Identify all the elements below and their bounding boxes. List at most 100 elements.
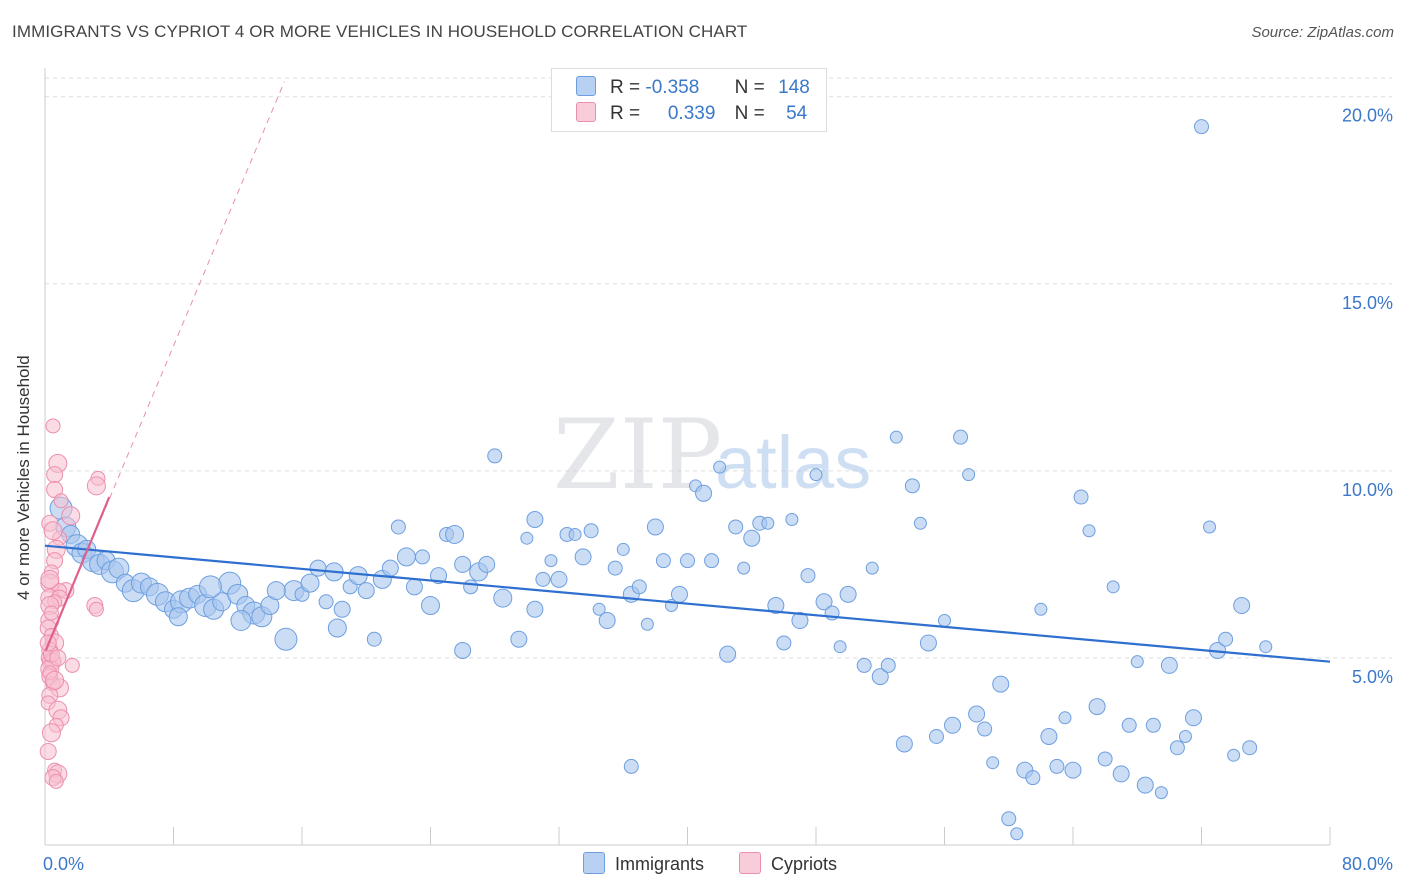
- legend-n-value-cypriots: 54: [786, 103, 808, 124]
- legend-item-cypriots[interactable]: Cypriots: [739, 852, 837, 875]
- point-immigrants: [1049, 758, 1065, 774]
- trend-lines: [44, 81, 1331, 663]
- point-immigrants: [809, 468, 823, 482]
- point-immigrants: [680, 553, 695, 569]
- watermark-atlas: atlas: [715, 421, 871, 504]
- point-immigrants: [1121, 717, 1137, 733]
- point-cypriots: [49, 649, 67, 667]
- legend-r-value-cypriots: 0.339: [667, 103, 716, 124]
- grid-lines: [45, 77, 1392, 659]
- point-immigrants: [510, 630, 528, 648]
- legend-swatch-immigrants: [576, 76, 596, 96]
- legend-r-label: R =: [610, 77, 641, 98]
- point-immigrants: [631, 579, 647, 595]
- point-immigrants: [646, 518, 664, 536]
- watermark-zip: ZIP: [553, 399, 722, 511]
- point-immigrants: [889, 430, 903, 444]
- point-immigrants: [463, 579, 479, 595]
- y-tick-label: 15.0%: [1342, 293, 1393, 313]
- point-immigrants: [357, 582, 375, 600]
- series-legend: Immigrants Cypriots: [583, 852, 867, 875]
- point-immigrants: [396, 547, 416, 567]
- point-immigrants: [526, 510, 544, 528]
- point-immigrants: [1058, 711, 1072, 725]
- point-immigrants: [1154, 786, 1168, 800]
- point-immigrants: [640, 617, 654, 631]
- point-cypriots: [45, 418, 61, 434]
- point-immigrants: [1025, 770, 1041, 786]
- point-immigrants: [430, 567, 448, 585]
- point-cypriots: [41, 723, 61, 743]
- legend-label-immigrants: Immigrants: [615, 854, 705, 874]
- point-immigrants: [1233, 597, 1251, 615]
- point-immigrants: [815, 593, 833, 611]
- point-immigrants: [904, 478, 920, 494]
- point-immigrants: [366, 631, 382, 647]
- point-immigrants: [713, 460, 727, 474]
- point-immigrants: [839, 585, 857, 603]
- point-immigrants: [968, 705, 986, 723]
- point-immigrants: [1145, 717, 1161, 733]
- point-immigrants: [487, 448, 503, 464]
- point-immigrants: [856, 657, 872, 673]
- legend-item-immigrants[interactable]: Immigrants: [583, 852, 704, 875]
- point-immigrants: [421, 596, 440, 616]
- point-immigrants: [919, 634, 937, 652]
- point-immigrants: [454, 555, 472, 573]
- point-immigrants: [743, 529, 761, 547]
- chart-title: IMMIGRANTS VS CYPRIOT 4 OR MORE VEHICLES…: [12, 22, 748, 41]
- point-immigrants: [592, 602, 606, 616]
- point-immigrants: [785, 512, 799, 526]
- point-immigrants: [544, 554, 558, 568]
- x-tick-label: 0.0%: [43, 854, 84, 874]
- point-immigrants: [607, 560, 623, 576]
- point-immigrants: [230, 610, 252, 632]
- legend-label-cypriots: Cypriots: [771, 854, 838, 874]
- point-immigrants: [928, 728, 944, 744]
- point-immigrants: [655, 553, 671, 569]
- point-immigrants: [1082, 524, 1096, 538]
- point-cypriots: [64, 657, 80, 673]
- point-immigrants: [986, 756, 1000, 770]
- point-immigrants: [1112, 765, 1130, 783]
- point-immigrants: [623, 758, 639, 774]
- point-immigrants: [833, 640, 847, 654]
- point-immigrants: [992, 675, 1010, 693]
- point-immigrants: [1169, 740, 1185, 756]
- point-immigrants: [300, 573, 320, 593]
- point-immigrants: [944, 716, 962, 734]
- legend-row-immigrants: R = -0.358 N = 148: [576, 76, 810, 100]
- legend-row-cypriots: R = 0.339 N = 54: [576, 102, 807, 126]
- point-immigrants: [1106, 580, 1120, 594]
- point-immigrants: [520, 531, 534, 545]
- point-immigrants: [198, 575, 222, 599]
- point-immigrants: [526, 600, 544, 618]
- point-immigrants: [390, 519, 406, 535]
- point-immigrants: [776, 635, 792, 651]
- point-cypriots: [61, 506, 81, 526]
- trend-line-cypriots: [44, 496, 111, 651]
- point-immigrants: [695, 484, 713, 502]
- point-immigrants: [550, 570, 568, 588]
- point-immigrants: [616, 542, 630, 556]
- point-cypriots: [45, 670, 65, 690]
- point-immigrants: [381, 559, 399, 577]
- watermark: ZIP atlas: [553, 399, 871, 511]
- point-immigrants: [1001, 811, 1017, 827]
- point-immigrants: [1227, 748, 1241, 762]
- point-immigrants: [1194, 119, 1209, 135]
- point-immigrants: [333, 600, 351, 618]
- point-immigrants: [266, 581, 286, 601]
- y-tick-label: 10.0%: [1342, 480, 1393, 500]
- point-immigrants: [445, 524, 465, 544]
- point-cypriots: [88, 601, 104, 617]
- point-immigrants: [1242, 740, 1258, 756]
- legend-swatch-cypriots: [576, 102, 596, 122]
- point-immigrants: [1203, 520, 1217, 534]
- point-cypriots: [40, 569, 60, 589]
- point-cypriots: [53, 493, 69, 509]
- point-immigrants: [1130, 655, 1144, 669]
- legend-swatch-cypriots: [739, 852, 762, 874]
- legend-n-label: N =: [734, 77, 765, 98]
